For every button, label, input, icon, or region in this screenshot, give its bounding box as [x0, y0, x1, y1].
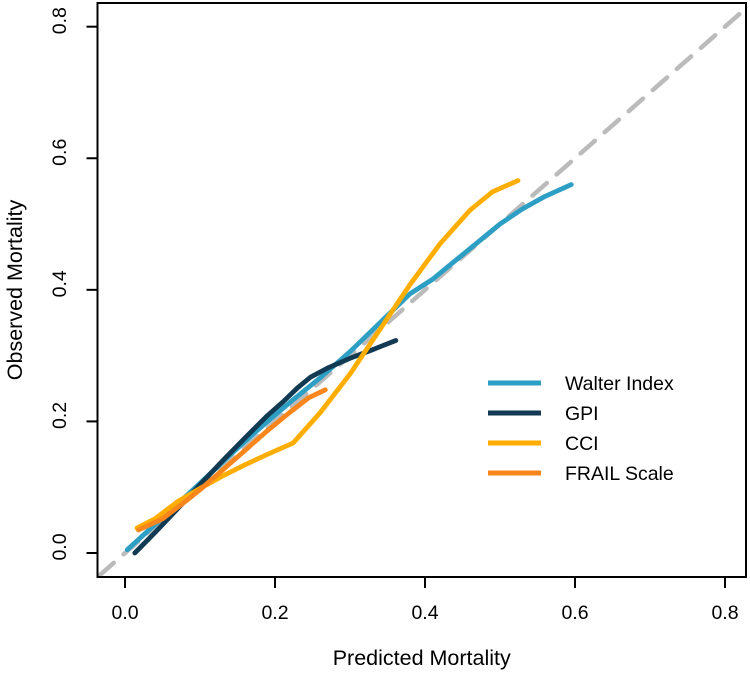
legend-item-cci: CCI [488, 433, 599, 455]
y-tick-label: 0.4 [49, 270, 71, 297]
y-tick-label: 0.8 [49, 7, 71, 34]
legend-item-walter-index: Walter Index [488, 373, 674, 395]
legend: Walter Index GPI CCI FRAIL Scale [488, 373, 674, 485]
legend-label-frail-scale: FRAIL Scale [565, 463, 674, 485]
y-tick-label: 0.0 [49, 533, 71, 560]
legend-item-gpi: GPI [488, 403, 599, 425]
series-line-frail-scale [136, 387, 328, 533]
series-line-cci [134, 178, 521, 531]
y-tick-label: 0.6 [49, 139, 71, 166]
legend-label-gpi: GPI [565, 403, 599, 425]
x-tick-label: 0.0 [111, 602, 138, 624]
x-tick-label: 0.4 [411, 602, 438, 624]
x-tick-label: 0.8 [711, 602, 738, 624]
y-tick-label: 0.2 [49, 402, 71, 429]
y-axis-title: Observed Mortality [3, 200, 27, 381]
x-axis-title: Predicted Mortality [333, 646, 511, 670]
legend-item-frail-scale: FRAIL Scale [488, 463, 674, 485]
series-line-gpi [132, 338, 399, 556]
x-tick-label: 0.6 [561, 602, 588, 624]
legend-label-walter-index: Walter Index [565, 373, 674, 395]
legend-label-cci: CCI [565, 433, 599, 455]
x-tick-label: 0.2 [261, 602, 288, 624]
